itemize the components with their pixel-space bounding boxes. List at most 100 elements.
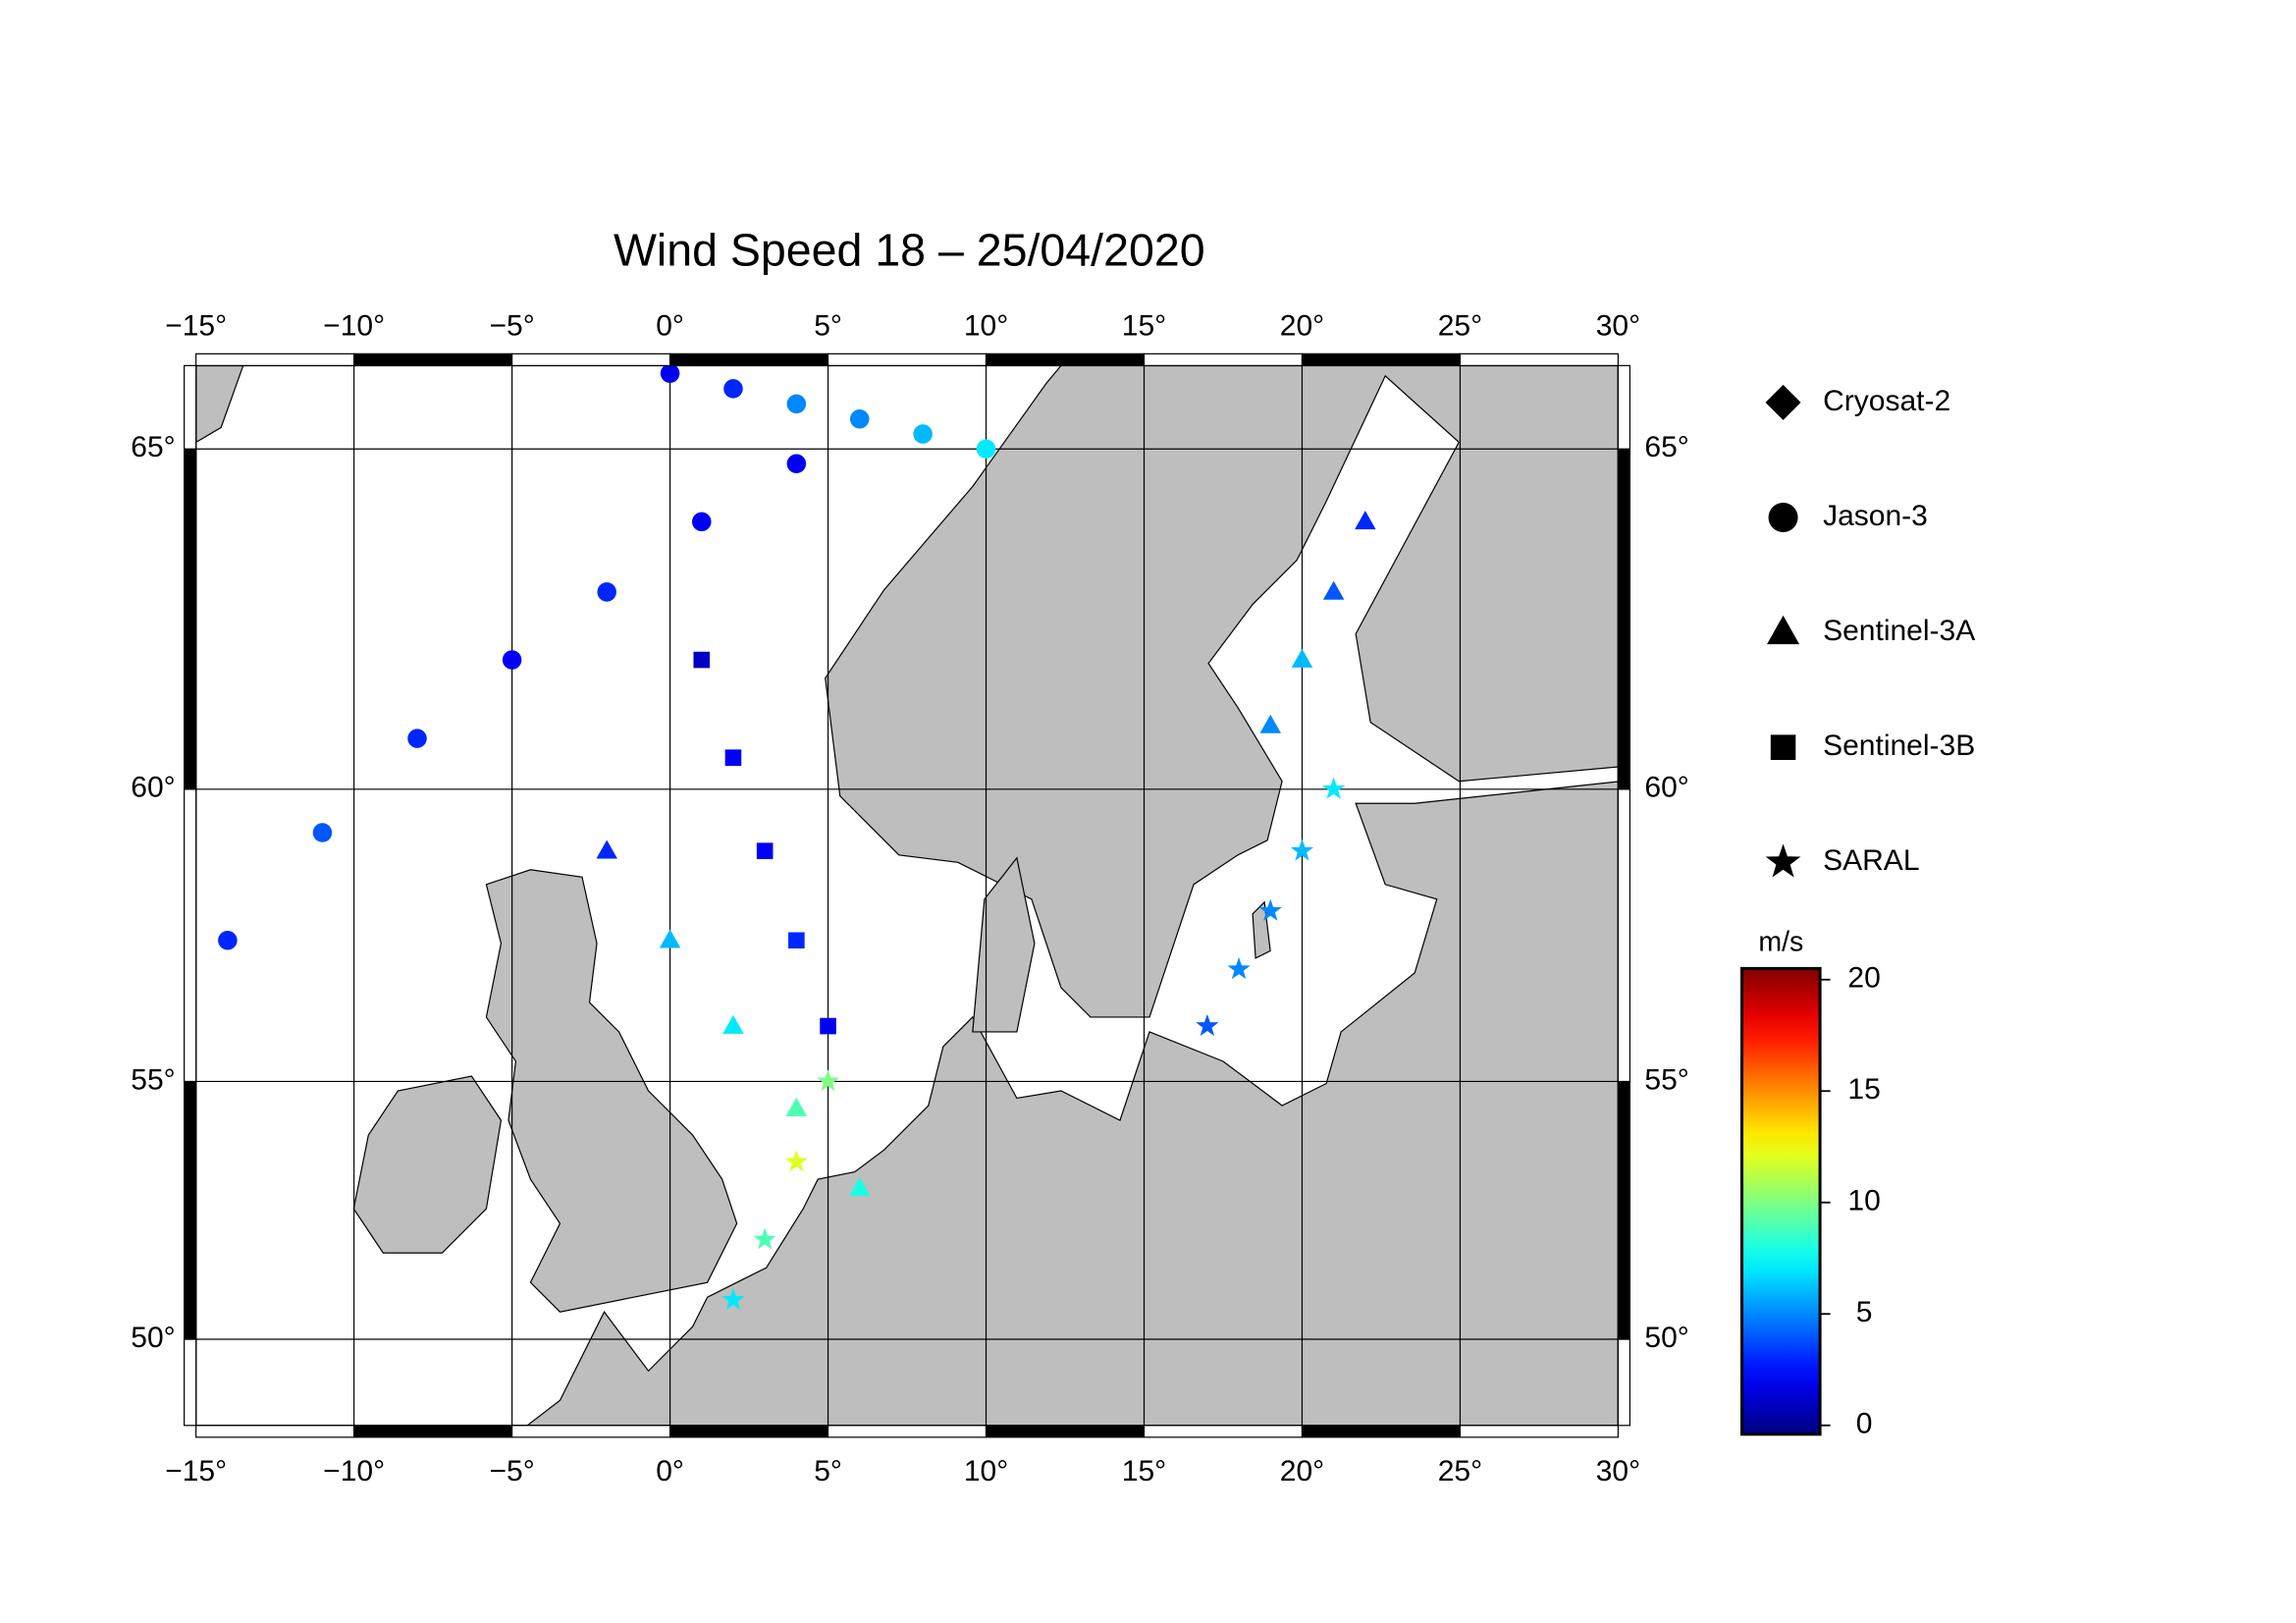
frame-band bbox=[184, 448, 197, 790]
wind-point bbox=[976, 439, 996, 459]
frame-band bbox=[511, 352, 671, 366]
wind-point bbox=[724, 749, 742, 766]
legend-label: SARAL bbox=[1823, 844, 1919, 877]
frame-band bbox=[1617, 788, 1631, 1083]
legend-label: Sentinel-3B bbox=[1823, 730, 1975, 762]
y-tick-label: 65° bbox=[131, 431, 175, 463]
ireland bbox=[352, 1075, 503, 1254]
frame-band bbox=[1617, 364, 1631, 450]
wind-point bbox=[820, 1017, 836, 1035]
x-tick-label: 25° bbox=[1438, 1455, 1482, 1488]
frame-band bbox=[184, 788, 197, 1083]
x-tick-label: 10° bbox=[964, 309, 1008, 342]
colorbar-label: m/s bbox=[1758, 926, 1803, 957]
legend-marker bbox=[1767, 615, 1800, 645]
frame-band bbox=[985, 352, 1146, 366]
wind-point bbox=[913, 424, 933, 444]
frame-band bbox=[511, 1425, 671, 1438]
y-tick-label: 50° bbox=[131, 1322, 175, 1354]
wind-point bbox=[723, 379, 743, 399]
continent bbox=[526, 781, 1619, 1426]
frame-band bbox=[1617, 1338, 1631, 1427]
frame-band bbox=[1143, 352, 1304, 366]
x-tick-label: 15° bbox=[1122, 1455, 1166, 1488]
x-tick-label: −15° bbox=[165, 1455, 227, 1488]
legend-marker bbox=[1770, 734, 1796, 760]
x-tick-label: 5° bbox=[814, 1455, 842, 1488]
legend-marker bbox=[1765, 843, 1801, 878]
y-tick-label: 50° bbox=[1644, 1322, 1688, 1354]
frame-band bbox=[1459, 1425, 1620, 1438]
grid-layer bbox=[195, 365, 1619, 1426]
wind-point bbox=[1196, 1013, 1219, 1036]
x-tick-label: 20° bbox=[1280, 1455, 1324, 1488]
wind-point bbox=[1291, 648, 1313, 668]
frame-band bbox=[1617, 1080, 1631, 1340]
legend-label: Cryosat-2 bbox=[1823, 385, 1950, 417]
y-tick-label: 55° bbox=[1644, 1063, 1688, 1096]
map-title: Wind Speed 18 – 25/04/2020 bbox=[614, 225, 1205, 276]
wind-point bbox=[693, 651, 711, 669]
wind-point bbox=[1290, 839, 1314, 861]
frame-band bbox=[353, 1425, 513, 1438]
wind-point bbox=[407, 729, 427, 748]
wind-point bbox=[692, 512, 712, 532]
wind-point bbox=[597, 582, 616, 602]
x-tick-label: 30° bbox=[1596, 1455, 1640, 1488]
x-tick-label: −5° bbox=[489, 309, 534, 342]
x-tick-label: −5° bbox=[489, 1455, 534, 1488]
x-tick-label: 30° bbox=[1596, 309, 1640, 342]
wind-point bbox=[788, 932, 805, 949]
frame-band bbox=[195, 1425, 355, 1438]
x-tick-label: −15° bbox=[165, 309, 227, 342]
frame-band bbox=[184, 364, 197, 450]
scandinavia bbox=[825, 365, 1619, 1018]
frame-band bbox=[1301, 1425, 1462, 1438]
wind-point bbox=[659, 929, 681, 948]
iceland-edge bbox=[195, 365, 244, 444]
wind-point bbox=[722, 1014, 744, 1034]
wind-point bbox=[1355, 511, 1376, 530]
wind-point bbox=[753, 1227, 776, 1250]
frame-band bbox=[668, 352, 829, 366]
colorbar-tick-label: 0 bbox=[1856, 1408, 1873, 1440]
wind-point bbox=[786, 454, 807, 474]
land-layer bbox=[195, 365, 1619, 1426]
x-tick-label: 10° bbox=[964, 1455, 1008, 1488]
frame-band bbox=[827, 352, 988, 366]
legend-marker bbox=[1765, 384, 1801, 420]
y-tick-label: 55° bbox=[131, 1063, 175, 1096]
y-tick-label: 65° bbox=[1644, 431, 1688, 463]
colorbar-tick-label: 15 bbox=[1847, 1073, 1880, 1106]
x-tick-label: −10° bbox=[323, 309, 385, 342]
wind-point bbox=[1322, 777, 1346, 799]
frame-band bbox=[184, 1338, 197, 1427]
wind-point bbox=[1322, 580, 1345, 600]
wind-point bbox=[785, 1097, 808, 1116]
wind-point bbox=[596, 839, 617, 859]
y-tick-label: 60° bbox=[1644, 772, 1688, 804]
x-tick-label: 15° bbox=[1122, 309, 1166, 342]
legend-marker bbox=[1768, 502, 1798, 533]
y-tick-label: 60° bbox=[131, 772, 175, 804]
x-tick-label: 25° bbox=[1438, 309, 1482, 342]
colorbar bbox=[1740, 966, 1822, 1436]
x-tick-label: 0° bbox=[656, 1455, 684, 1488]
wind-point bbox=[816, 1069, 840, 1092]
frame-band bbox=[195, 352, 355, 366]
wind-point bbox=[786, 394, 807, 414]
frame-band bbox=[1143, 1425, 1304, 1438]
wind-point bbox=[1259, 714, 1282, 733]
wind-point bbox=[502, 650, 522, 670]
frame-band bbox=[184, 1080, 197, 1340]
frame-band bbox=[827, 1425, 988, 1438]
legend-label: Sentinel-3A bbox=[1823, 615, 1975, 647]
colorbar-tick-label: 5 bbox=[1856, 1296, 1873, 1328]
x-tick-label: −10° bbox=[323, 1455, 385, 1488]
wind-point bbox=[756, 842, 774, 860]
frame-band bbox=[668, 1425, 829, 1438]
denmark bbox=[972, 856, 1036, 1033]
frame-band bbox=[1617, 448, 1631, 790]
